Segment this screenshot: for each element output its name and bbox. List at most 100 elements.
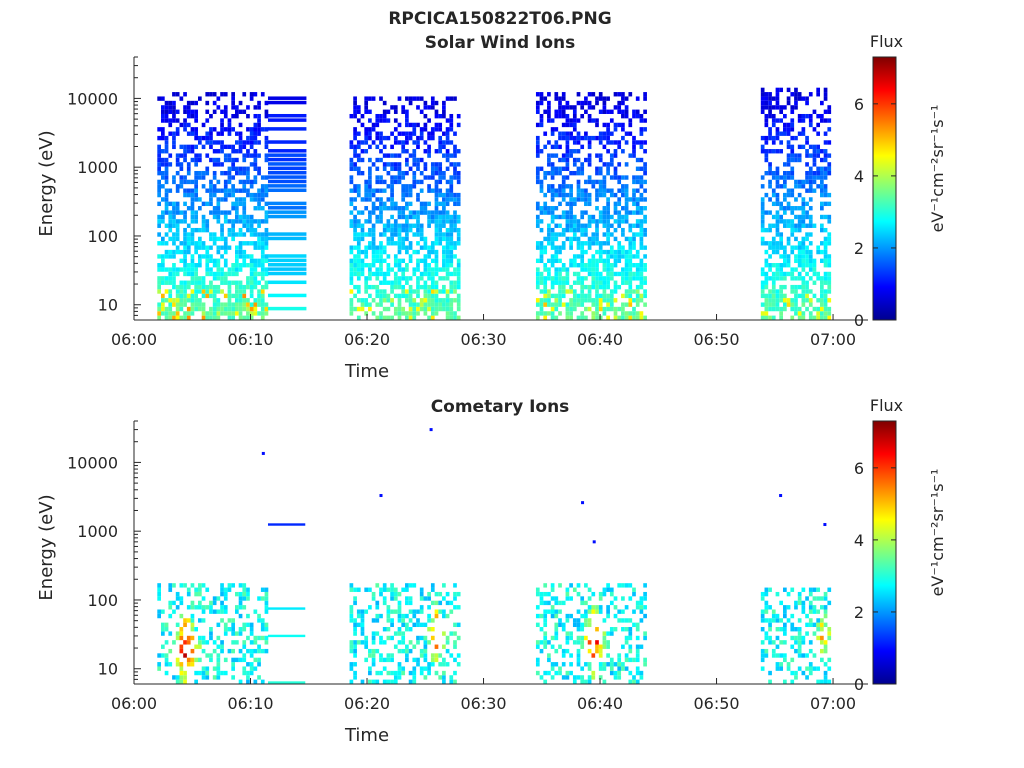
heatmap-cell <box>172 92 176 97</box>
heatmap-cell <box>190 188 195 193</box>
heatmap-cell <box>161 210 165 215</box>
heatmap-cell <box>172 118 176 123</box>
heatmap-cell <box>242 293 247 299</box>
heatmap-cell <box>249 153 254 158</box>
heatmap-cell <box>386 236 391 242</box>
heatmap-cell <box>434 179 439 185</box>
heatmap-cell <box>820 258 824 264</box>
heatmap-cell <box>805 675 809 680</box>
heatmap-cell <box>423 210 428 215</box>
heatmap-cell <box>201 302 206 307</box>
heatmap-cell <box>569 223 573 228</box>
heatmap-cell <box>175 267 180 272</box>
heatmap-cell <box>565 135 570 141</box>
heatmap-cell <box>249 92 254 97</box>
heatmap-cell <box>157 184 162 189</box>
heatmap-cell <box>386 135 391 141</box>
heatmap-cell <box>550 188 555 193</box>
heatmap-cell <box>412 162 417 167</box>
heatmap-cell <box>779 666 784 671</box>
heatmap-cell <box>379 315 383 320</box>
heatmap-cell <box>423 653 428 658</box>
heatmap-cell <box>587 271 592 277</box>
heatmap-cell <box>231 227 236 233</box>
heatmap-cell <box>584 96 588 101</box>
heatmap-cell <box>786 122 791 128</box>
heatmap-cell <box>595 627 599 632</box>
heatmap-cell <box>550 258 555 264</box>
heatmap-cell <box>209 609 213 614</box>
heatmap-cell <box>797 311 802 316</box>
heatmap-cell <box>179 289 184 294</box>
heatmap-cell <box>201 184 206 189</box>
heatmap-cell <box>223 184 228 189</box>
heatmap-cell <box>264 280 269 285</box>
heatmap-cell <box>797 666 802 671</box>
heatmap-cell <box>423 306 428 312</box>
heatmap-cell <box>419 302 424 307</box>
heatmap-cell <box>816 298 821 303</box>
heatmap-cell <box>186 298 191 303</box>
heatmap-cell <box>412 271 417 277</box>
heatmap-cell <box>438 188 443 193</box>
heatmap-cell <box>205 311 210 316</box>
heatmap-cell <box>827 298 832 303</box>
heatmap-cell <box>587 245 592 250</box>
heatmap-cell <box>393 105 398 110</box>
heatmap-cell <box>194 587 199 592</box>
heatmap-cell <box>386 635 391 641</box>
heatmap-cell <box>231 92 236 97</box>
heatmap-cell <box>360 223 365 228</box>
heatmap-cell <box>801 289 806 294</box>
heatmap-cell <box>412 140 417 145</box>
heatmap-cell <box>412 306 417 312</box>
heatmap-cell <box>768 670 772 676</box>
heatmap-cell <box>175 631 180 636</box>
heatmap-cell <box>572 622 577 628</box>
heatmap-cell <box>449 653 454 658</box>
heatmap-cell <box>584 276 588 281</box>
heatmap-cell <box>823 245 828 250</box>
heatmap-cell <box>164 306 169 312</box>
heatmap-cell <box>386 653 391 658</box>
heatmap-cell <box>205 140 210 145</box>
heatmap-cell <box>580 600 585 606</box>
heatmap-cell <box>353 232 357 237</box>
heatmap-cell <box>805 236 809 242</box>
heatmap-cell <box>205 289 210 294</box>
heatmap-cell <box>771 613 776 619</box>
heatmap-cell <box>209 197 213 202</box>
heatmap-cell <box>194 153 199 158</box>
heatmap-cell <box>201 311 206 316</box>
heatmap-cell <box>550 280 555 285</box>
heatmap-cell <box>453 254 457 259</box>
heatmap-cell <box>602 241 607 246</box>
heatmap-cell <box>569 670 573 676</box>
heatmap-cell <box>168 227 173 233</box>
heatmap-cell <box>368 284 372 290</box>
heatmap-cell <box>427 223 431 228</box>
heatmap-cell <box>201 315 206 320</box>
heatmap-cell <box>157 311 162 316</box>
heatmap-cell <box>535 175 540 180</box>
heatmap-cell <box>371 263 376 268</box>
heatmap-cell <box>550 197 555 202</box>
heatmap-cell <box>565 587 570 592</box>
heatmap-cell <box>805 113 809 119</box>
heatmap-cell <box>449 140 454 145</box>
heatmap-cell <box>584 109 588 114</box>
heatmap-cell <box>595 293 599 299</box>
heatmap-cell <box>535 144 540 150</box>
heatmap-cell <box>598 653 603 658</box>
heatmap-cell <box>375 583 380 588</box>
heatmap-cell <box>183 219 187 224</box>
heatmap-cell <box>535 100 540 106</box>
heatmap-cell <box>223 596 228 601</box>
heatmap-cell <box>621 245 625 250</box>
heatmap-cell <box>790 170 795 176</box>
heatmap-cell <box>827 271 832 277</box>
heatmap-cell <box>423 622 428 628</box>
heatmap-cell <box>764 306 769 312</box>
heatmap-cell <box>356 622 361 628</box>
heatmap-cell <box>375 271 380 277</box>
